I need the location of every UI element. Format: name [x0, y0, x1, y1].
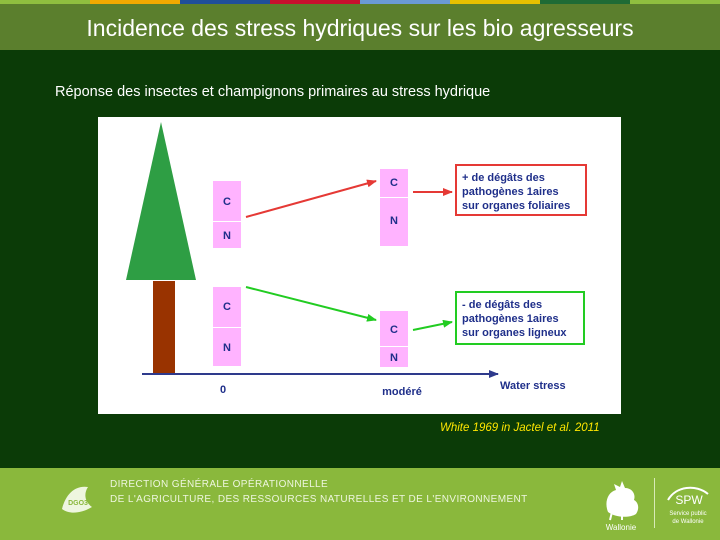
color-strip-segment [450, 0, 540, 4]
box-top-line-2: pathogènes 1aires [462, 186, 559, 198]
bar-bottom-left-n [213, 328, 241, 366]
color-strip-segment [180, 0, 270, 4]
header-bar: Incidence des stress hydriques sur les b… [0, 0, 720, 50]
bar-bottom-right-n [380, 347, 408, 367]
color-strip-segment [630, 0, 720, 4]
spw-label: SPW [675, 493, 703, 507]
dgo3-logo-icon: DGO3 [62, 486, 92, 513]
footer-line-1: DIRECTION GÉNÉRALE OPÉRATIONNELLE [110, 479, 329, 490]
dgo3-logo-text: DGO3 [68, 500, 88, 507]
axis-zero-label: 0 [220, 384, 226, 396]
wallonie-label: Wallonie [606, 523, 637, 532]
citation: White 1969 in Jactel et al. 2011 [440, 422, 600, 434]
wallonie-rooster-logo-icon: Wallonie [606, 481, 639, 532]
tree-crown [126, 122, 196, 280]
bar-top-right-c [380, 169, 408, 197]
footer-bar: DGO3 DIRECTION GÉNÉRALE OPÉRATIONNELLE D… [0, 468, 720, 540]
diagram-figure: C N C N C N C N + de dégâts des pathogèn… [98, 117, 621, 414]
label-c-bottom-right: C [390, 324, 398, 336]
box-top-line-1: + de dégâts des [462, 172, 545, 184]
arrow-green-right [412, 319, 453, 331]
color-strip [0, 0, 720, 4]
label-n-top-right: N [390, 215, 398, 227]
bar-top-right-n [380, 198, 408, 246]
axis-title: Water stress [500, 380, 566, 392]
diagram-svg: C N C N C N C N + de dégâts des pathogèn… [126, 122, 587, 398]
spw-sub-2: de Wallonie [672, 519, 704, 525]
box-woody-damage [455, 291, 585, 345]
box-bottom-line-2: pathogènes 1aires [462, 313, 559, 325]
arrow-green-left [245, 286, 377, 322]
box-bottom-line-3: sur organes ligneux [462, 327, 567, 339]
label-c-top-right: C [390, 177, 398, 189]
label-c-top-left: C [223, 196, 231, 208]
slide-title: Incidence des stress hydriques sur les b… [86, 15, 634, 41]
label-n-top-left: N [223, 230, 231, 242]
slide-subtitle: Réponse des insectes et champignons prim… [55, 84, 491, 100]
bar-top-left-n [213, 222, 241, 248]
tree-trunk [153, 281, 175, 373]
color-strip-segment [0, 0, 90, 4]
spw-logo-icon: SPW Service public de Wallonie [667, 486, 709, 525]
spw-sub-1: Service public [669, 511, 706, 517]
bar-bottom-right-c [380, 311, 408, 346]
footer-organization: DIRECTION GÉNÉRALE OPÉRATIONNELLE DE L'A… [110, 477, 528, 507]
arrow-red-left [245, 179, 377, 218]
axis-moderate-label: modéré [382, 386, 422, 398]
label-n-bottom-left: N [223, 342, 231, 354]
bar-top-left-c [213, 181, 241, 221]
footer-line-2: DE L'AGRICULTURE, DES RESSOURCES NATUREL… [110, 494, 528, 505]
footer-separator [654, 478, 655, 528]
label-n-bottom-right: N [390, 352, 398, 364]
box-top-line-3: sur organes foliaires [462, 200, 570, 212]
label-c-bottom-left: C [223, 301, 231, 313]
box-foliar-damage [455, 164, 587, 216]
bar-bottom-left-c [213, 287, 241, 327]
box-bottom-line-1: - de dégâts des [462, 299, 542, 311]
color-strip-segment [90, 0, 180, 4]
color-strip-segment [360, 0, 450, 4]
color-strip-segment [540, 0, 630, 4]
color-strip-segment [270, 0, 360, 4]
